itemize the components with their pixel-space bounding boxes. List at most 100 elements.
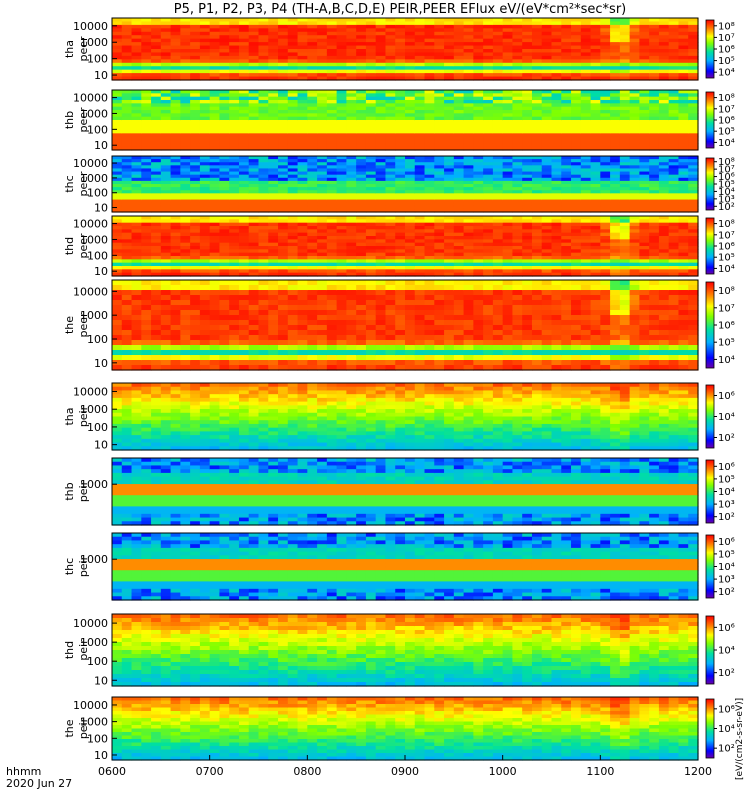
heatmap-cell [463, 187, 474, 191]
heatmap-cell [199, 229, 211, 234]
heatmap-cell [561, 236, 572, 240]
heatmap-cell [180, 193, 191, 198]
heatmap-cell [238, 130, 250, 134]
heatmap-cell [473, 146, 484, 151]
heatmap-cell [658, 130, 670, 134]
heatmap-cell [248, 280, 260, 286]
heatmap-cell [121, 174, 133, 179]
heatmap-cell [307, 335, 318, 341]
heatmap-cell [268, 45, 279, 50]
heatmap-cell [170, 143, 181, 148]
heatmap-cell [473, 187, 484, 191]
heatmap-cell [297, 184, 308, 188]
heatmap-cell [561, 49, 572, 54]
heatmap-cell [131, 226, 142, 230]
heatmap-cell [336, 360, 347, 366]
heatmap-cell [375, 116, 387, 121]
heatmap-cell [258, 216, 269, 220]
heatmap-cell [649, 199, 660, 204]
heatmap-cell [131, 232, 142, 237]
heatmap-cell [121, 236, 133, 240]
heatmap-cell [629, 232, 640, 237]
heatmap-cell [151, 18, 162, 23]
heatmap-cell [590, 208, 601, 213]
heatmap-cell [170, 38, 181, 43]
heatmap-cell [209, 62, 221, 67]
heatmap-cell [268, 168, 279, 173]
heatmap-cell [365, 305, 377, 311]
heatmap-cell [385, 168, 396, 173]
heatmap-cell [531, 168, 543, 173]
heatmap-cell [629, 236, 640, 240]
heatmap-cell [483, 130, 494, 134]
heatmap-cell [678, 49, 689, 54]
heatmap-cell [219, 325, 230, 331]
heatmap-cell [121, 239, 133, 244]
heatmap-cell [268, 76, 279, 81]
heatmap-cell [541, 156, 553, 160]
heatmap-cell [668, 73, 680, 78]
heatmap-cell [121, 59, 133, 64]
heatmap-cell [688, 184, 699, 188]
heatmap-cell [141, 295, 152, 301]
heatmap-cell [463, 100, 474, 104]
heatmap-cell [414, 345, 426, 351]
heatmap-cell [580, 100, 592, 104]
heatmap-cell [483, 229, 494, 234]
heatmap-cell [522, 136, 533, 141]
heatmap-cell [317, 325, 328, 331]
heatmap-cell [229, 335, 240, 341]
heatmap-cell [180, 126, 191, 131]
heatmap-cell [551, 239, 562, 244]
heatmap-cell [209, 239, 221, 244]
heatmap-cell [434, 239, 445, 244]
heatmap-cell [278, 165, 289, 170]
heatmap-cell [365, 226, 377, 230]
heatmap-cell [395, 305, 406, 311]
heatmap-cell [287, 259, 299, 264]
heatmap-cell [287, 38, 299, 43]
heatmap-cell [453, 196, 465, 201]
heatmap-cell [522, 242, 533, 247]
heatmap-cell [180, 300, 191, 306]
heatmap-cell [160, 62, 172, 67]
heatmap-cell [190, 285, 201, 291]
heatmap-cell [219, 190, 230, 194]
heatmap-cell [326, 156, 338, 160]
heatmap-cell [473, 103, 484, 108]
heatmap-cell [238, 66, 250, 71]
heatmap-cell [278, 52, 289, 57]
heatmap-cell [405, 199, 416, 204]
heatmap-cell [571, 246, 582, 250]
heatmap-cell [151, 168, 162, 173]
heatmap-cell [492, 76, 504, 81]
heatmap-cell [336, 116, 347, 121]
heatmap-cell [258, 174, 269, 179]
heatmap-cell [356, 38, 367, 43]
heatmap-cell [658, 216, 670, 220]
heatmap-cell [512, 239, 523, 244]
heatmap-cell [365, 196, 377, 201]
heatmap-cell [619, 62, 631, 67]
heatmap-cell [502, 93, 514, 98]
heatmap-cell [160, 249, 172, 254]
heatmap-cell [356, 239, 367, 244]
heatmap-cell [395, 285, 406, 291]
heatmap-cell [639, 116, 650, 121]
heatmap-cell [678, 62, 689, 67]
heatmap-cell [199, 239, 211, 244]
heatmap-cell [522, 143, 533, 148]
heatmap-cell [688, 96, 699, 101]
heatmap-cell [278, 156, 289, 160]
heatmap-cell [356, 266, 367, 270]
heatmap-cell [238, 295, 250, 301]
heatmap-cell [610, 69, 621, 74]
heatmap-cell [483, 190, 494, 194]
heatmap-cell [336, 187, 347, 191]
heatmap-cell [131, 73, 142, 78]
heatmap-cell [141, 146, 152, 151]
heatmap-cell [629, 222, 640, 227]
heatmap-cell [356, 126, 367, 131]
heatmap-cell [678, 226, 689, 230]
